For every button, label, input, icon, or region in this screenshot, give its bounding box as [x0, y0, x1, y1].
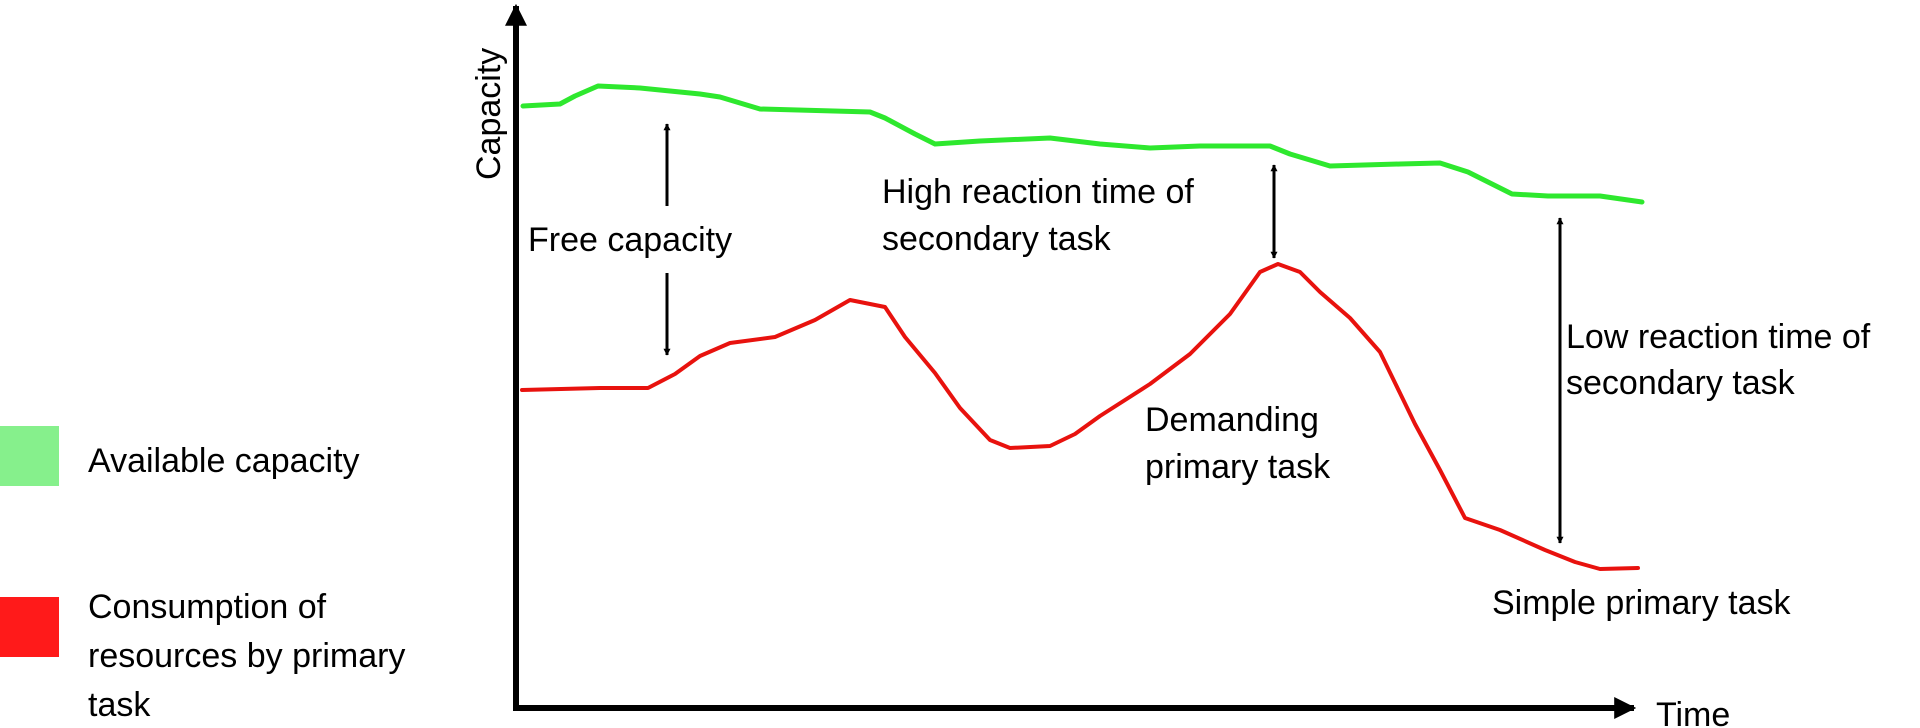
- demanding-label-line-1: Demanding: [1145, 401, 1319, 439]
- x-axis-label: Time: [1656, 696, 1730, 728]
- high-reaction-label-line-1: High reaction time of: [882, 173, 1194, 211]
- simple-task-label: Simple primary task: [1492, 584, 1792, 622]
- demanding-label-line-2: primary task: [1145, 448, 1331, 486]
- legend-swatch-consumption: [0, 597, 59, 657]
- legend-label-consumption-line-1: Consumption of: [88, 588, 327, 626]
- free-capacity-label: Free capacity: [528, 221, 732, 259]
- legend-swatch-available: [0, 426, 59, 486]
- high-reaction-label-line-2: secondary task: [882, 220, 1112, 258]
- consumption-curve: [520, 262, 1640, 571]
- legend-label-consumption-line-3: task: [88, 686, 151, 724]
- low-reaction-label-line-2: secondary task: [1566, 364, 1796, 402]
- legend-label-consumption-line-2: resources by primary: [88, 637, 405, 675]
- low-reaction-label-line-1: Low reaction time of: [1566, 318, 1871, 356]
- legend-label-available: Available capacity: [88, 442, 360, 480]
- y-axis-label: Capacity: [470, 48, 508, 180]
- available-capacity-curve: [520, 83, 1645, 205]
